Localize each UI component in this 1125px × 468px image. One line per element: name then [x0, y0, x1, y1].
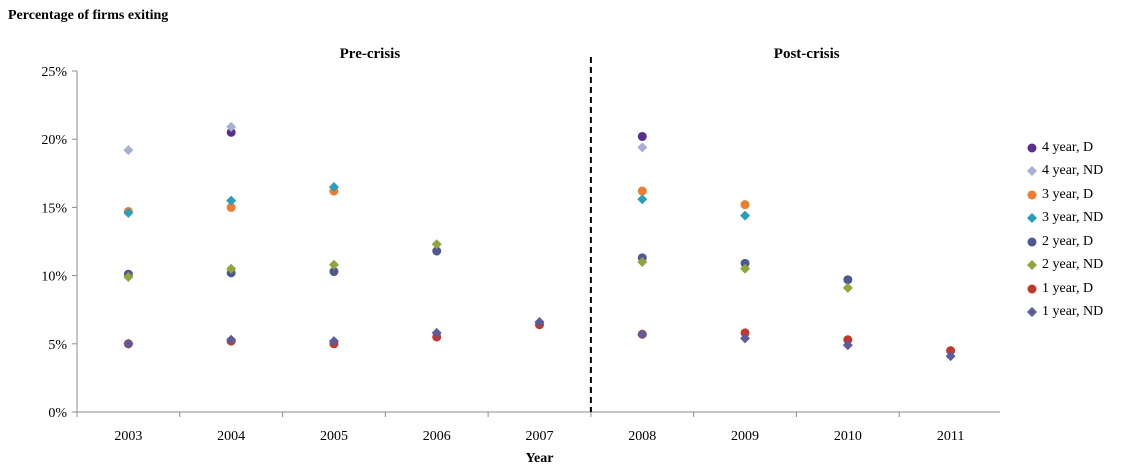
data-point-3-year-nd	[328, 181, 339, 192]
legend-label: 4 year, D	[1042, 139, 1094, 155]
x-tick-label: 2005	[320, 429, 348, 444]
legend-marker-shape	[1027, 237, 1037, 247]
x-tick-label: 2009	[731, 429, 759, 444]
data-point-2-year-d	[432, 246, 442, 256]
legend-label: 4 year, ND	[1042, 163, 1104, 179]
data-point-4-year-d	[637, 131, 647, 141]
legend-label: 1 year, D	[1042, 280, 1094, 296]
legend-item-1-year-nd: 1 year, ND	[1026, 301, 1121, 325]
legend-marker	[1027, 284, 1037, 294]
data-point-3-year-d	[637, 186, 647, 196]
data-point-2-year-nd	[740, 263, 751, 274]
legend-marker	[1027, 166, 1037, 177]
legend-marker-shape	[1027, 190, 1037, 200]
legend-marker-shape	[1027, 166, 1037, 177]
data-point-1-year-nd	[534, 316, 545, 327]
legend-item-1-year-d: 1 year, D	[1026, 277, 1121, 301]
legend-item-3-year-nd: 3 year, ND	[1026, 207, 1121, 231]
legend-label: 2 year, ND	[1042, 257, 1104, 273]
data-point-3-year-nd	[740, 210, 751, 221]
data-point-2-year-nd	[431, 239, 442, 250]
y-tick-label: 25%	[41, 65, 67, 80]
x-tick-label: 2007	[526, 429, 554, 444]
data-point-3-year-d	[226, 202, 236, 212]
data-point-1-year-nd	[842, 340, 853, 351]
x-tick-label: 2004	[217, 429, 245, 444]
legend-label: 3 year, D	[1042, 186, 1094, 202]
data-point-1-year-nd	[328, 336, 339, 347]
legend-item-4-year-d: 4 year, D	[1026, 136, 1121, 160]
data-point-2-year-d	[843, 275, 853, 285]
x-tick-label: 2010	[834, 429, 862, 444]
legend-label: 2 year, D	[1042, 233, 1094, 249]
data-point-1-year-d	[946, 346, 956, 356]
section-label-post-crisis: Post-crisis	[774, 46, 840, 62]
data-point-3-year-d	[740, 200, 750, 210]
y-tick-label: 20%	[41, 133, 67, 148]
data-point-2-year-d	[740, 258, 750, 268]
data-point-1-year-nd	[123, 338, 134, 349]
data-point-4-year-nd	[226, 121, 237, 132]
data-point-1-year-nd	[431, 327, 442, 338]
legend-label: 3 year, ND	[1042, 210, 1104, 226]
legend-item-2-year-nd: 2 year, ND	[1026, 254, 1121, 278]
legend-marker	[1027, 260, 1037, 271]
data-point-1-year-d	[740, 328, 750, 338]
legend-item-2-year-d: 2 year, D	[1026, 230, 1121, 254]
legend-item-3-year-d: 3 year, D	[1026, 183, 1121, 207]
legend-item-4-year-nd: 4 year, ND	[1026, 160, 1121, 184]
y-tick-label: 10%	[41, 270, 67, 285]
legend-marker	[1027, 190, 1037, 200]
data-point-2-year-nd	[328, 259, 339, 270]
section-label-pre-crisis: Pre-crisis	[340, 46, 401, 62]
legend-marker	[1027, 143, 1037, 153]
data-point-1-year-nd	[637, 329, 648, 340]
data-point-4-year-nd	[637, 142, 648, 153]
legend-label: 1 year, ND	[1042, 304, 1104, 320]
legend-marker-shape	[1027, 307, 1037, 318]
legend-marker	[1027, 213, 1037, 224]
data-point-2-year-nd	[123, 271, 134, 282]
y-tick-label: 0%	[48, 406, 67, 421]
y-axis-title: Percentage of firms exiting	[8, 8, 169, 23]
legend-marker	[1027, 307, 1037, 318]
data-point-2-year-nd	[226, 263, 237, 274]
data-point-1-year-d	[843, 335, 853, 345]
legend-marker-shape	[1027, 260, 1037, 271]
data-point-2-year-d	[329, 267, 339, 277]
x-tick-label: 2011	[937, 429, 964, 444]
data-point-2-year-nd	[637, 256, 648, 267]
data-point-4-year-nd	[123, 145, 134, 156]
data-point-3-year-nd	[123, 207, 134, 218]
x-tick-label: 2006	[423, 429, 451, 444]
data-point-3-year-nd	[226, 195, 237, 206]
y-tick-label: 5%	[48, 338, 67, 353]
x-axis-title: Year	[526, 451, 554, 466]
y-tick-label: 15%	[41, 201, 67, 216]
x-tick-label: 2008	[628, 429, 656, 444]
legend-marker-shape	[1027, 213, 1037, 224]
legend-marker	[1027, 237, 1037, 247]
legend-marker-shape	[1027, 284, 1037, 294]
data-point-3-year-nd	[637, 194, 648, 205]
data-point-4-year-d	[226, 127, 236, 137]
x-tick-label: 2003	[114, 429, 142, 444]
data-point-1-year-nd	[740, 333, 751, 344]
data-point-1-year-nd	[226, 334, 237, 345]
legend-marker-shape	[1027, 143, 1037, 153]
data-point-2-year-nd	[842, 282, 853, 293]
data-point-1-year-nd	[945, 351, 956, 362]
chart-legend: 4 year, D 4 year, ND 3 year, D 3 year, ND 2 …	[1026, 136, 1121, 324]
scatter-chart: 0% 5% 10% 15% 20% 25% 2003 2004 2005 2006 2007 2008…	[41, 46, 1000, 466]
